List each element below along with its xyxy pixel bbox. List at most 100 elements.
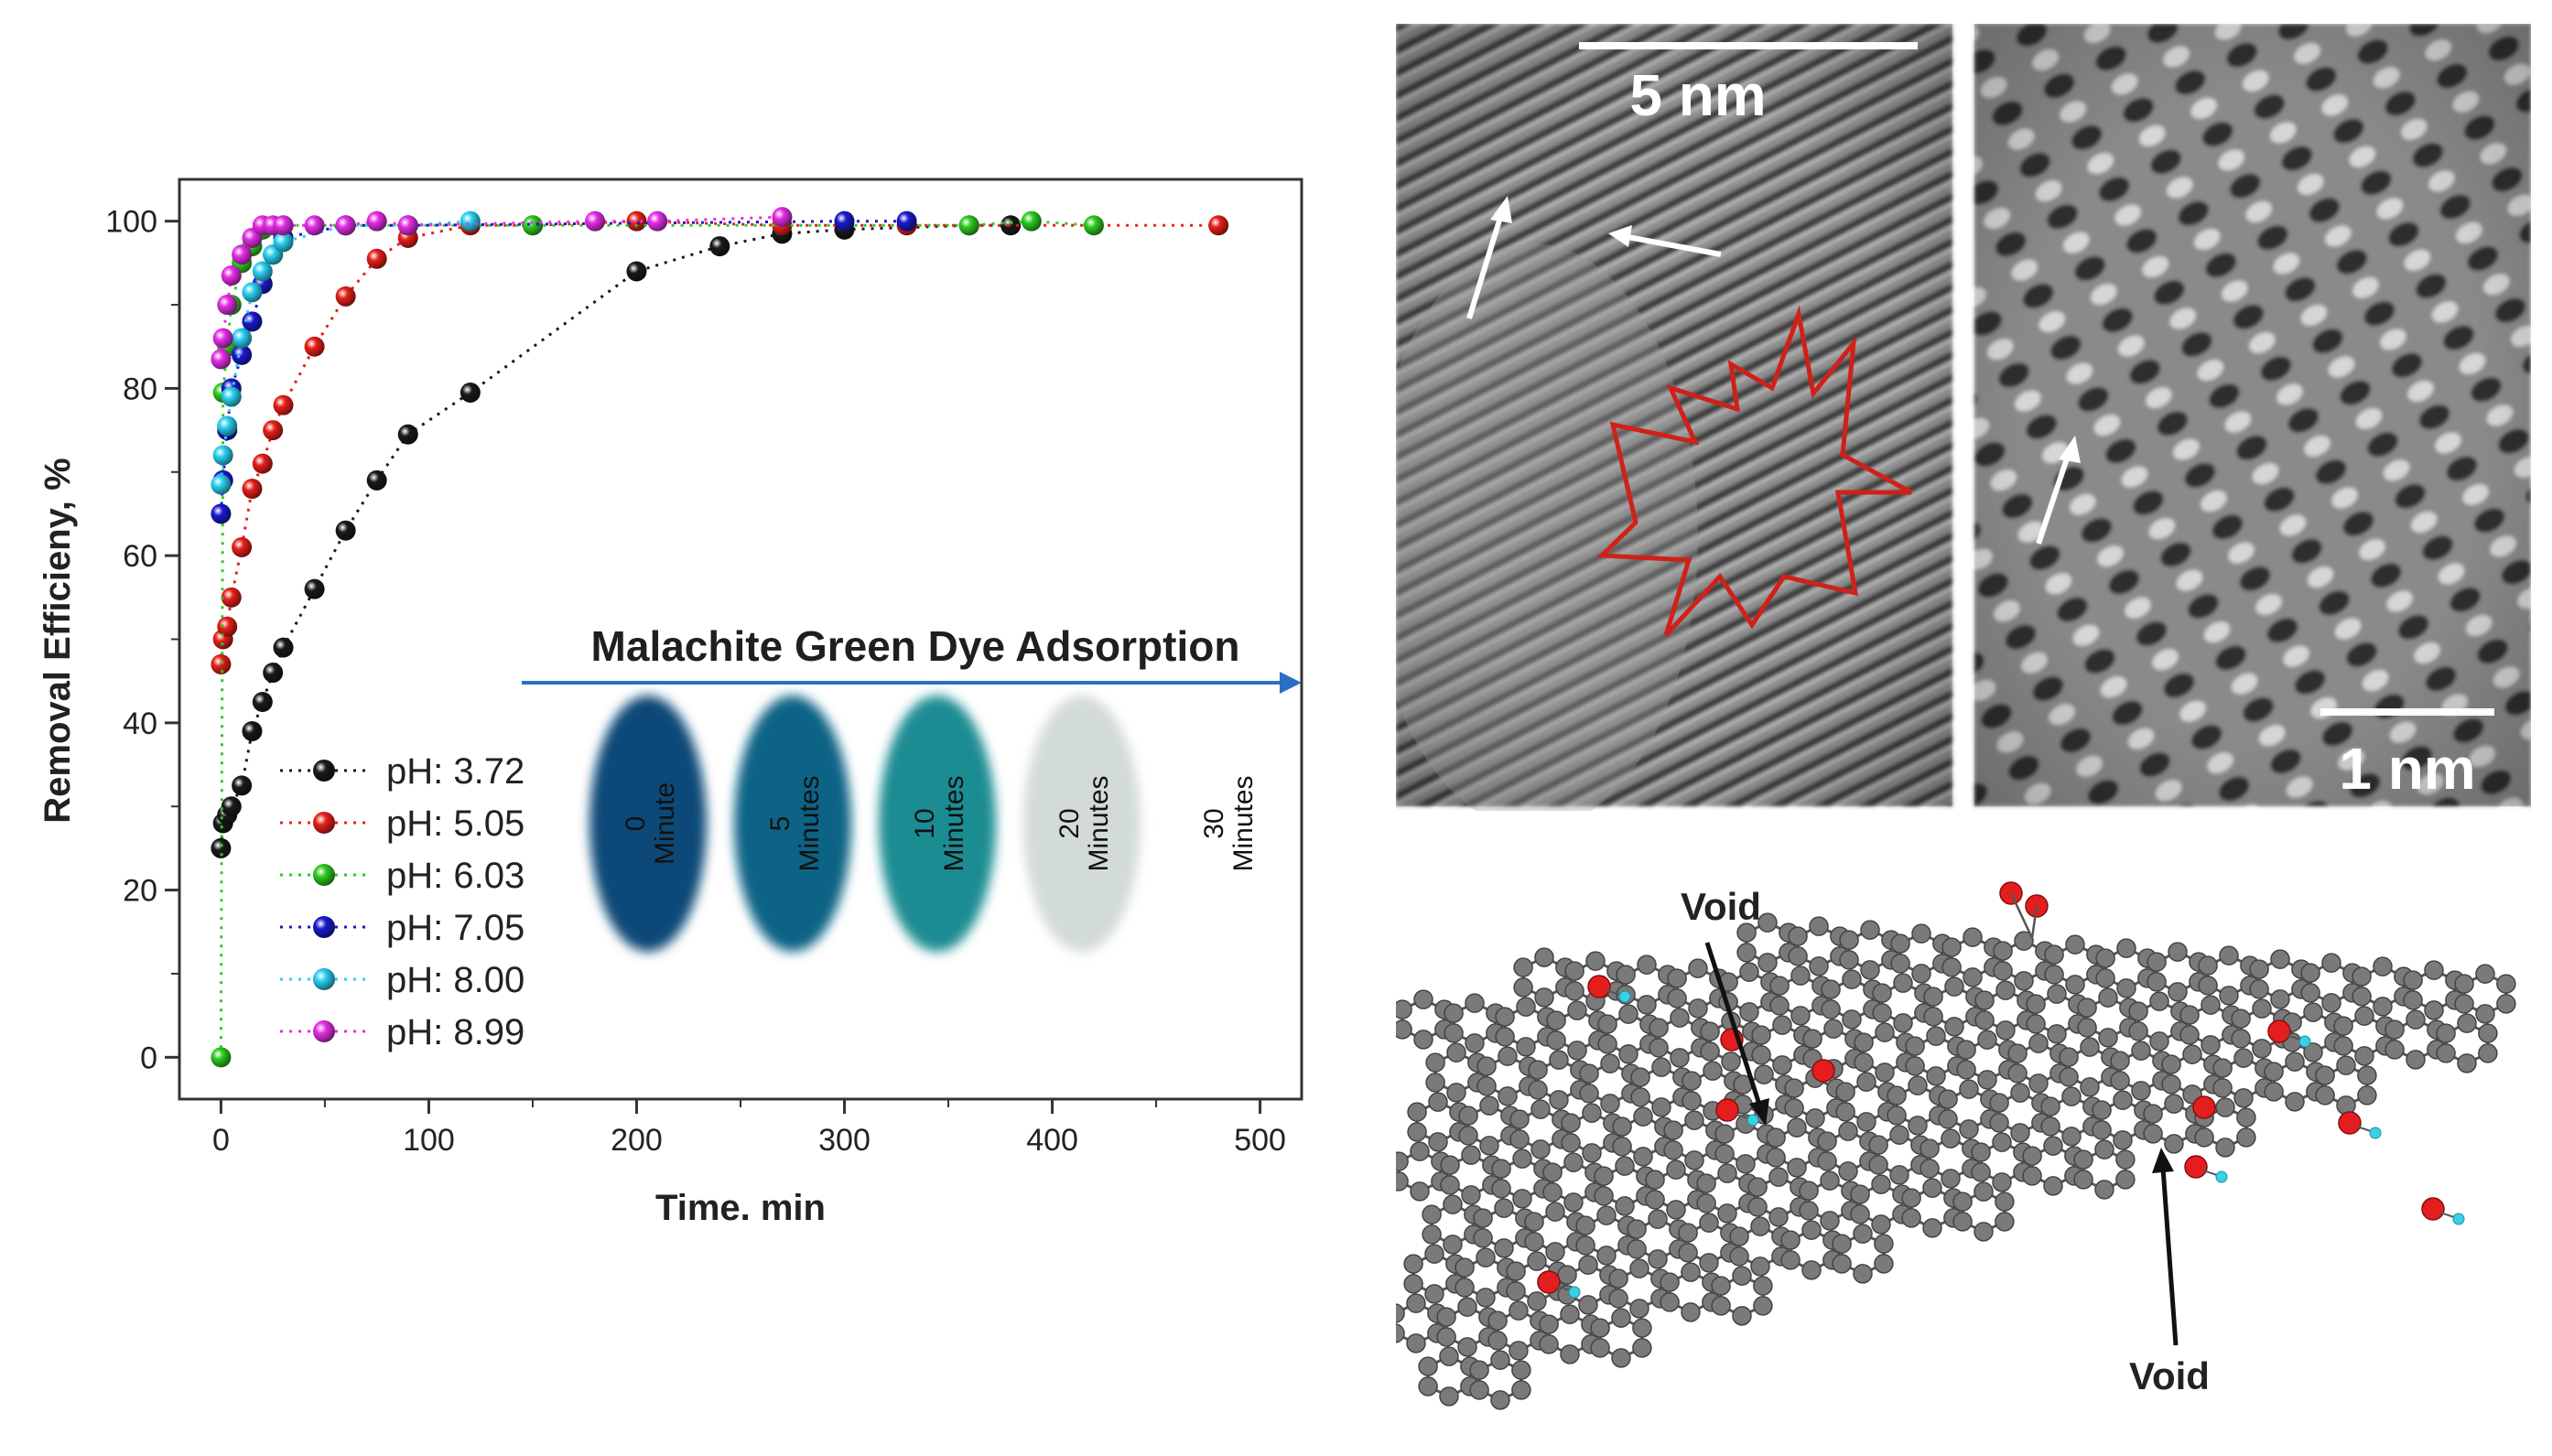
carbon-atom	[1809, 916, 1829, 936]
carbon-atom	[2168, 982, 2188, 1002]
carbon-atom	[2264, 1082, 2284, 1102]
carbon-atom	[1491, 1159, 1511, 1179]
vial-time-unit: Minutes	[1228, 775, 1259, 871]
carbon-atom	[1528, 1060, 1548, 1080]
carbon-atom	[1938, 1089, 1958, 1109]
carbon-atom	[2270, 989, 2290, 1009]
carbon-atom	[1711, 1276, 1731, 1296]
carbon-atom	[1567, 1000, 1587, 1020]
carbon-atom	[1443, 1194, 1463, 1214]
carbon-atom	[1637, 954, 1657, 975]
carbon-atom	[1512, 1189, 1532, 1209]
dye-vial	[879, 696, 996, 952]
carbon-atom	[1956, 1040, 1976, 1060]
carbon-atom	[2252, 1039, 2272, 1059]
legend-label: pH: 8.99	[386, 1012, 524, 1052]
carbon-atom	[1663, 1120, 1683, 1140]
carbon-atom	[1772, 1015, 1792, 1035]
data-point	[273, 394, 294, 415]
carbon-atom	[1549, 1050, 1569, 1070]
x-tick-label: 0	[212, 1123, 230, 1158]
vial-time-label: 0Minute	[621, 782, 680, 865]
carbon-atom	[1799, 1201, 1819, 1221]
carbon-atom	[1700, 1021, 1720, 1041]
graphene-oxide-model: Void Void	[1396, 881, 2516, 1410]
carbon-atom	[1594, 1166, 1614, 1186]
carbon-atom	[2115, 1149, 2136, 1170]
inset-title: Malachite Green Dye Adsorption	[591, 622, 1240, 670]
carbon-atom	[2073, 1149, 2093, 1170]
oxygen-atom	[1715, 1098, 1739, 1122]
carbon-atom	[2095, 968, 2115, 988]
carbon-atom	[1890, 954, 1910, 974]
carbon-atom	[1874, 1234, 1894, 1254]
data-point	[211, 837, 232, 858]
carbon-atom	[2231, 1008, 2251, 1029]
vial-time-unit: Minutes	[795, 775, 825, 871]
vial-time-label: 20Minutes	[1054, 775, 1114, 871]
arrow-left-1-head	[1490, 196, 1512, 223]
carbon-atom	[1956, 1060, 1976, 1080]
carbon-atom	[1944, 1017, 1964, 1037]
carbon-atom	[1736, 1154, 1756, 1174]
dye-vial	[589, 696, 707, 952]
x-axis-ticks: 0 100 200 300 400 500	[212, 1099, 1286, 1158]
carbon-atom	[1905, 1056, 1925, 1076]
carbon-atom	[1714, 1144, 1735, 1164]
carbon-atom	[1590, 1318, 1610, 1338]
carbon-atom	[1839, 930, 1859, 950]
carbon-atom	[1941, 1169, 1961, 1189]
arrow-right-1-head	[2059, 436, 2081, 463]
carbon-atom	[1491, 1179, 1511, 1199]
vial-time-number: 20	[1054, 808, 1085, 838]
carbon-atom	[1941, 937, 1962, 957]
carbon-atom	[1494, 1198, 1514, 1218]
carbon-atom	[1511, 1360, 1531, 1380]
carbon-atom	[1854, 1052, 1874, 1073]
data-point	[252, 453, 273, 474]
carbon-atom	[1476, 1056, 1497, 1076]
data-point	[221, 265, 242, 286]
carbon-atom	[1660, 1272, 1680, 1292]
carbon-atom	[1757, 912, 1778, 933]
carbon-atom	[1787, 1158, 1807, 1178]
carbon-atom	[1993, 961, 2013, 981]
oxygen-atom	[2267, 1019, 2291, 1043]
carbon-atom	[1729, 1226, 1749, 1246]
carbon-atom	[1700, 1041, 1720, 1062]
carbon-atom	[2073, 1170, 2093, 1190]
carbon-atom	[1424, 1244, 1444, 1264]
carbon-atom	[2014, 931, 2034, 951]
carbon-atom	[1444, 1003, 1464, 1023]
hydrogen-atom	[2369, 1127, 2382, 1139]
carbon-atom	[2403, 990, 2423, 1010]
carbon-atom	[1842, 1009, 1862, 1030]
data-point	[366, 210, 387, 232]
carbon-atom	[1801, 1220, 1822, 1240]
arrow-right-1	[2036, 449, 2072, 545]
oxygen-atom	[2192, 1095, 2216, 1119]
carbon-atom	[1440, 1155, 1460, 1175]
carbon-atom	[1821, 979, 1841, 999]
carbon-atom	[2143, 1104, 2163, 1124]
carbon-atom	[1887, 1085, 1907, 1105]
carbon-atom	[1995, 1192, 2015, 1212]
data-point	[1208, 215, 1229, 236]
carbon-atom	[2092, 1100, 2112, 1120]
carbon-atom	[1530, 1139, 1551, 1159]
carbon-atom	[2352, 966, 2372, 987]
carbon-atom	[1549, 1090, 1569, 1110]
carbon-atom	[1545, 1202, 1565, 1222]
data-point	[709, 236, 730, 257]
data-point	[335, 520, 356, 541]
carbon-atom	[2080, 1037, 2100, 1057]
carbon-atom	[1582, 1143, 1602, 1163]
carbon-atom	[1542, 1162, 1563, 1182]
carbon-atom	[2182, 1044, 2202, 1064]
carbon-atom	[2233, 1048, 2254, 1068]
carbon-atom	[1820, 1170, 1840, 1191]
carbon-atom	[1684, 1110, 1704, 1130]
scale-label-left: 5 nm	[1629, 62, 1766, 128]
carbon-atom	[1850, 1184, 1870, 1204]
